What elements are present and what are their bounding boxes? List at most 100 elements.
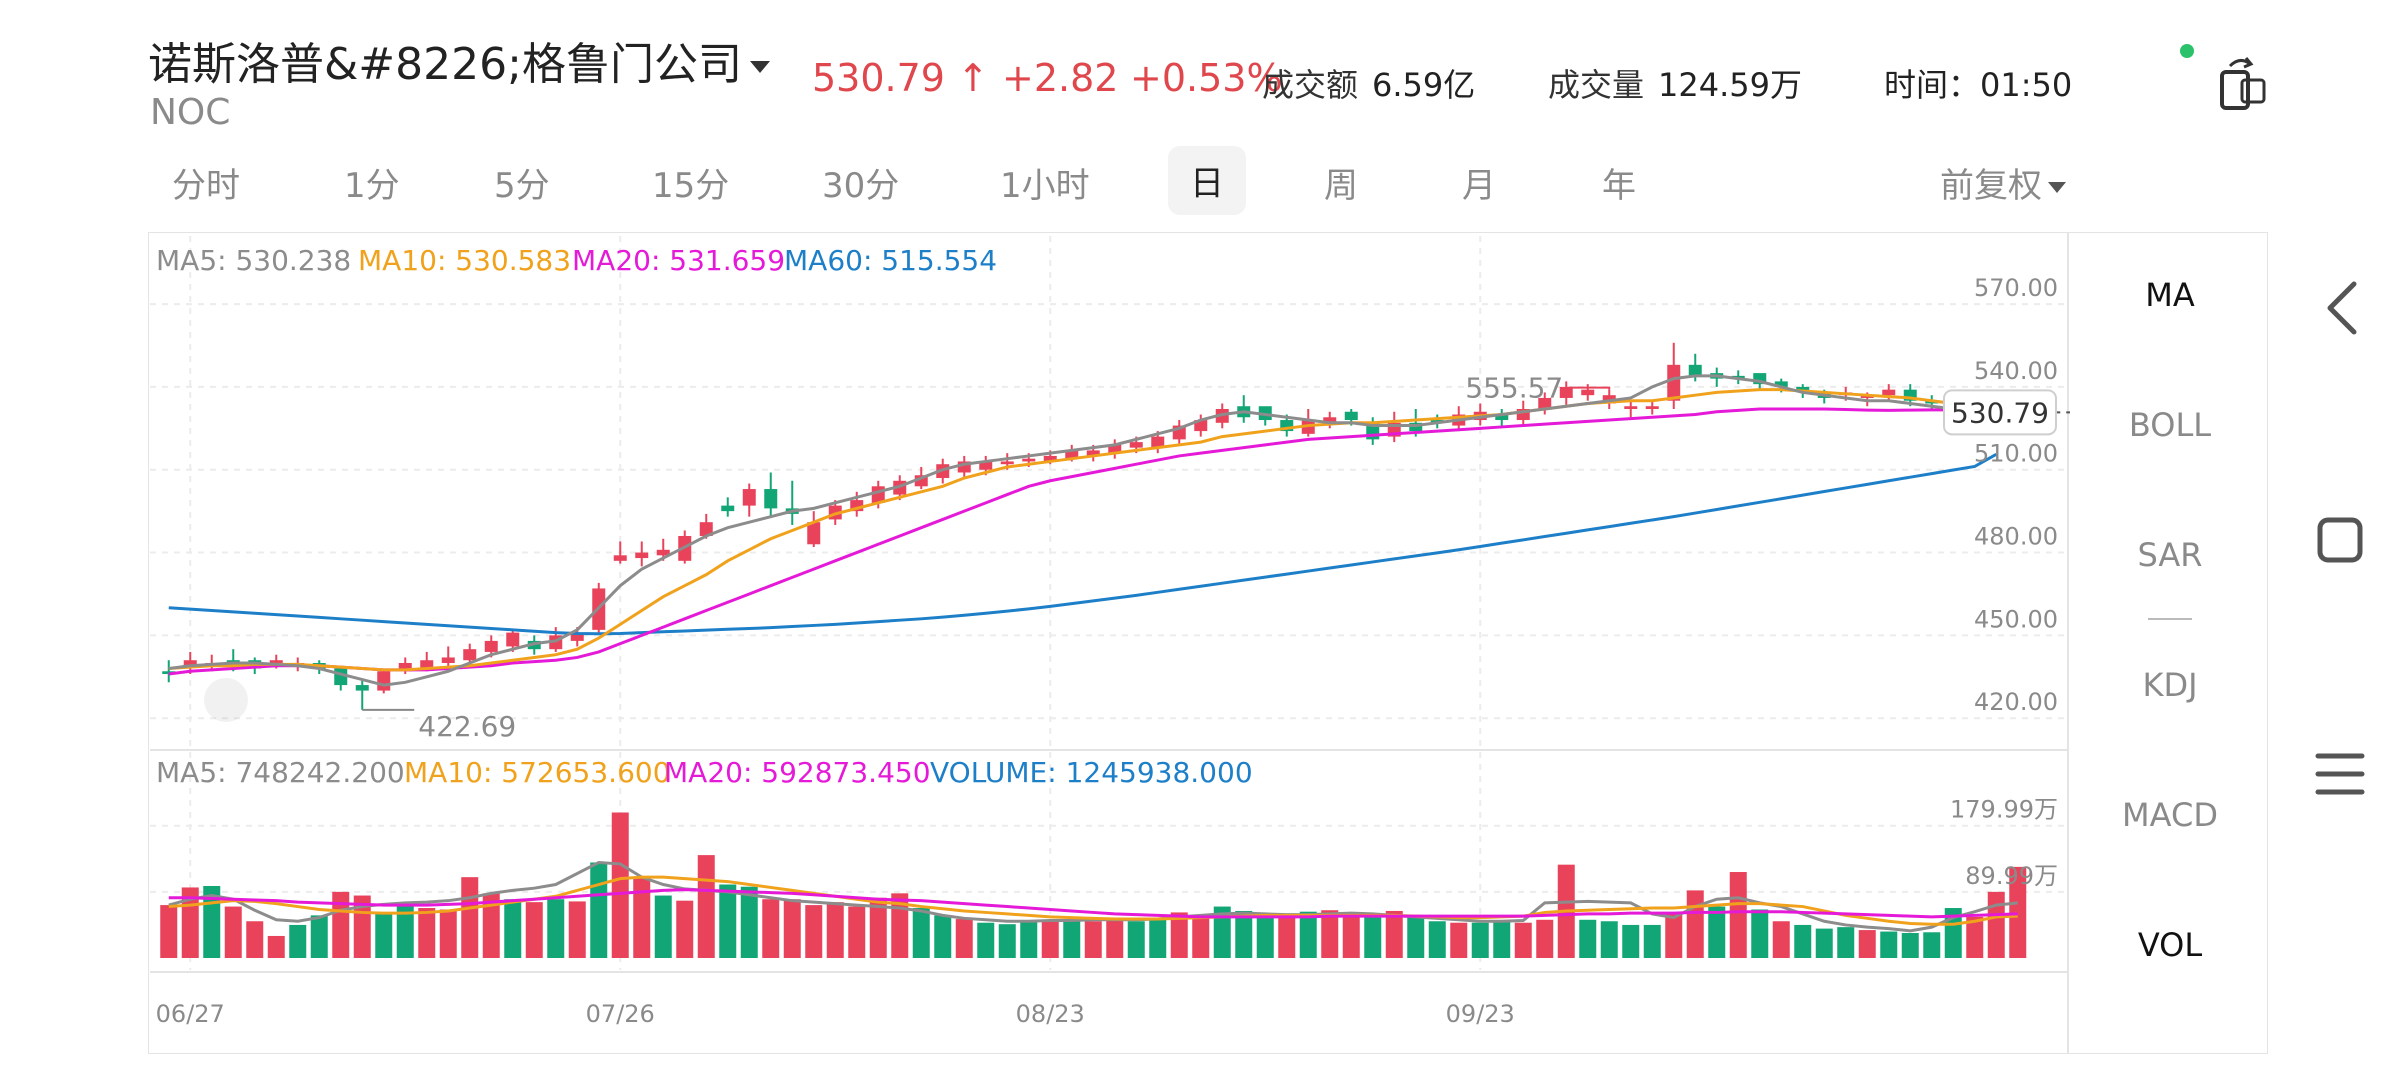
- price-change: +2.82: [1002, 56, 1119, 100]
- candle: [807, 522, 821, 545]
- volume-value: 124.59万: [1658, 66, 1802, 104]
- volume-bar: [1256, 915, 1274, 958]
- volume-bar: [998, 924, 1016, 958]
- candle: [1559, 386, 1573, 398]
- candle: [1774, 381, 1788, 387]
- candle: [355, 685, 369, 691]
- indicator-boll[interactable]: BOLL: [2128, 406, 2212, 444]
- volume-bar: [1020, 921, 1038, 958]
- volume-bar: [1493, 921, 1511, 958]
- menu-icon[interactable]: [2300, 734, 2380, 814]
- candle: [1581, 389, 1595, 396]
- high-label: 555.57: [1465, 372, 1563, 405]
- volume-bar: [568, 901, 586, 958]
- volume-bar: [1170, 912, 1188, 958]
- candle: [1000, 461, 1014, 465]
- candle: [742, 489, 756, 506]
- vol-legend-ma20: MA20: 592873.450: [664, 756, 931, 789]
- volume-bar: [1966, 916, 1984, 958]
- volume-bar: [633, 877, 651, 958]
- candle: [420, 660, 434, 669]
- volume-bar: [654, 895, 672, 958]
- volume-label: 成交量: [1548, 66, 1645, 104]
- volume-bar: [1450, 922, 1468, 958]
- back-icon[interactable]: [2300, 268, 2380, 348]
- adjust-dropdown[interactable]: 前复权: [1940, 158, 2066, 207]
- stock-ticker: NOC: [150, 92, 231, 133]
- home-icon[interactable]: [2300, 500, 2380, 580]
- volume-bar: [719, 884, 737, 958]
- volume-bar: [783, 899, 801, 958]
- volume-bar: [224, 906, 242, 958]
- volume-bar: [1579, 919, 1597, 958]
- candle: [635, 552, 649, 559]
- tab-week[interactable]: 周: [1324, 166, 1358, 206]
- legend-ma10: MA10: 530.583: [358, 244, 571, 277]
- tab-day[interactable]: 日: [1168, 146, 1246, 215]
- ma-line-ma60: [168, 452, 1997, 636]
- vol-legend-volume: VOLUME: 1245938.000: [930, 756, 1253, 789]
- volume-bar: [1471, 922, 1489, 958]
- tab-month[interactable]: 月: [1462, 166, 1496, 206]
- volume-bar: [1536, 919, 1554, 958]
- candle: [1022, 458, 1036, 462]
- volume-bar: [418, 908, 436, 958]
- tab-1min[interactable]: 1分: [344, 166, 400, 206]
- indicator-sar[interactable]: SAR: [2137, 536, 2203, 574]
- volume-bar: [848, 906, 866, 958]
- volume-bar: [697, 855, 715, 958]
- adjust-label: 前复权: [1940, 166, 2042, 206]
- volume-bar: [1729, 872, 1747, 958]
- volume-bar: [740, 886, 758, 958]
- volume-bar: [1364, 915, 1382, 958]
- volume-bar: [1858, 930, 1876, 958]
- tab-1hour[interactable]: 1小时: [1000, 166, 1090, 206]
- indicator-ma[interactable]: MA: [2145, 276, 2195, 314]
- tab-5min[interactable]: 5分: [494, 166, 550, 206]
- x-tick-label: 08/23: [1016, 1000, 1085, 1028]
- rotate-screen-icon[interactable]: [2216, 54, 2272, 114]
- volume-bar: [525, 902, 543, 958]
- volume-bar: [1213, 906, 1231, 958]
- volume-bar: [934, 915, 952, 958]
- candle: [1538, 397, 1552, 409]
- volume-bar: [310, 915, 328, 958]
- volume-bar: [1751, 909, 1769, 958]
- legend-ma60: MA60: 515.554: [784, 244, 997, 277]
- time-stat: 时间：01:50: [1884, 60, 2072, 106]
- candle: [506, 632, 520, 647]
- indicator-macd[interactable]: MACD: [2122, 796, 2218, 834]
- candle: [1065, 450, 1079, 459]
- candle: [463, 649, 477, 661]
- volume-bar: [977, 922, 995, 958]
- stock-name-dropdown[interactable]: 诺斯洛普&#8226;格鲁门公司: [148, 28, 770, 92]
- indicator-kdj[interactable]: KDJ: [2142, 666, 2198, 704]
- volume-bar: [912, 908, 930, 958]
- logo-watermark: [204, 678, 248, 722]
- tab-year[interactable]: 年: [1602, 166, 1636, 206]
- candle: [334, 668, 348, 686]
- candle: [850, 500, 864, 512]
- candle: [377, 671, 391, 691]
- candle: [1344, 411, 1358, 421]
- tab-30min[interactable]: 30分: [822, 166, 900, 206]
- turnover-label: 成交额: [1262, 66, 1359, 104]
- chevron-down-icon: [2048, 182, 2066, 193]
- tab-timeshare[interactable]: 分时: [172, 166, 240, 206]
- candle: [656, 549, 670, 556]
- turnover-value: 6.59亿: [1372, 66, 1476, 104]
- candle: [1688, 364, 1702, 376]
- volume-bar: [160, 905, 178, 958]
- candle: [1280, 420, 1294, 432]
- volume-bar: [1880, 931, 1898, 958]
- tab-15min[interactable]: 15分: [652, 166, 730, 206]
- volume-bar: [1708, 906, 1726, 958]
- vol-tick-label: 179.99万: [1950, 796, 2058, 824]
- volume-bar: [1428, 921, 1446, 958]
- indicator-vol[interactable]: VOL: [2137, 926, 2203, 964]
- y-tick-label: 450.00: [1974, 605, 2058, 633]
- volume-bar: [762, 899, 780, 958]
- last-price-tag: [1943, 389, 2057, 436]
- volume-bar: [1837, 927, 1855, 958]
